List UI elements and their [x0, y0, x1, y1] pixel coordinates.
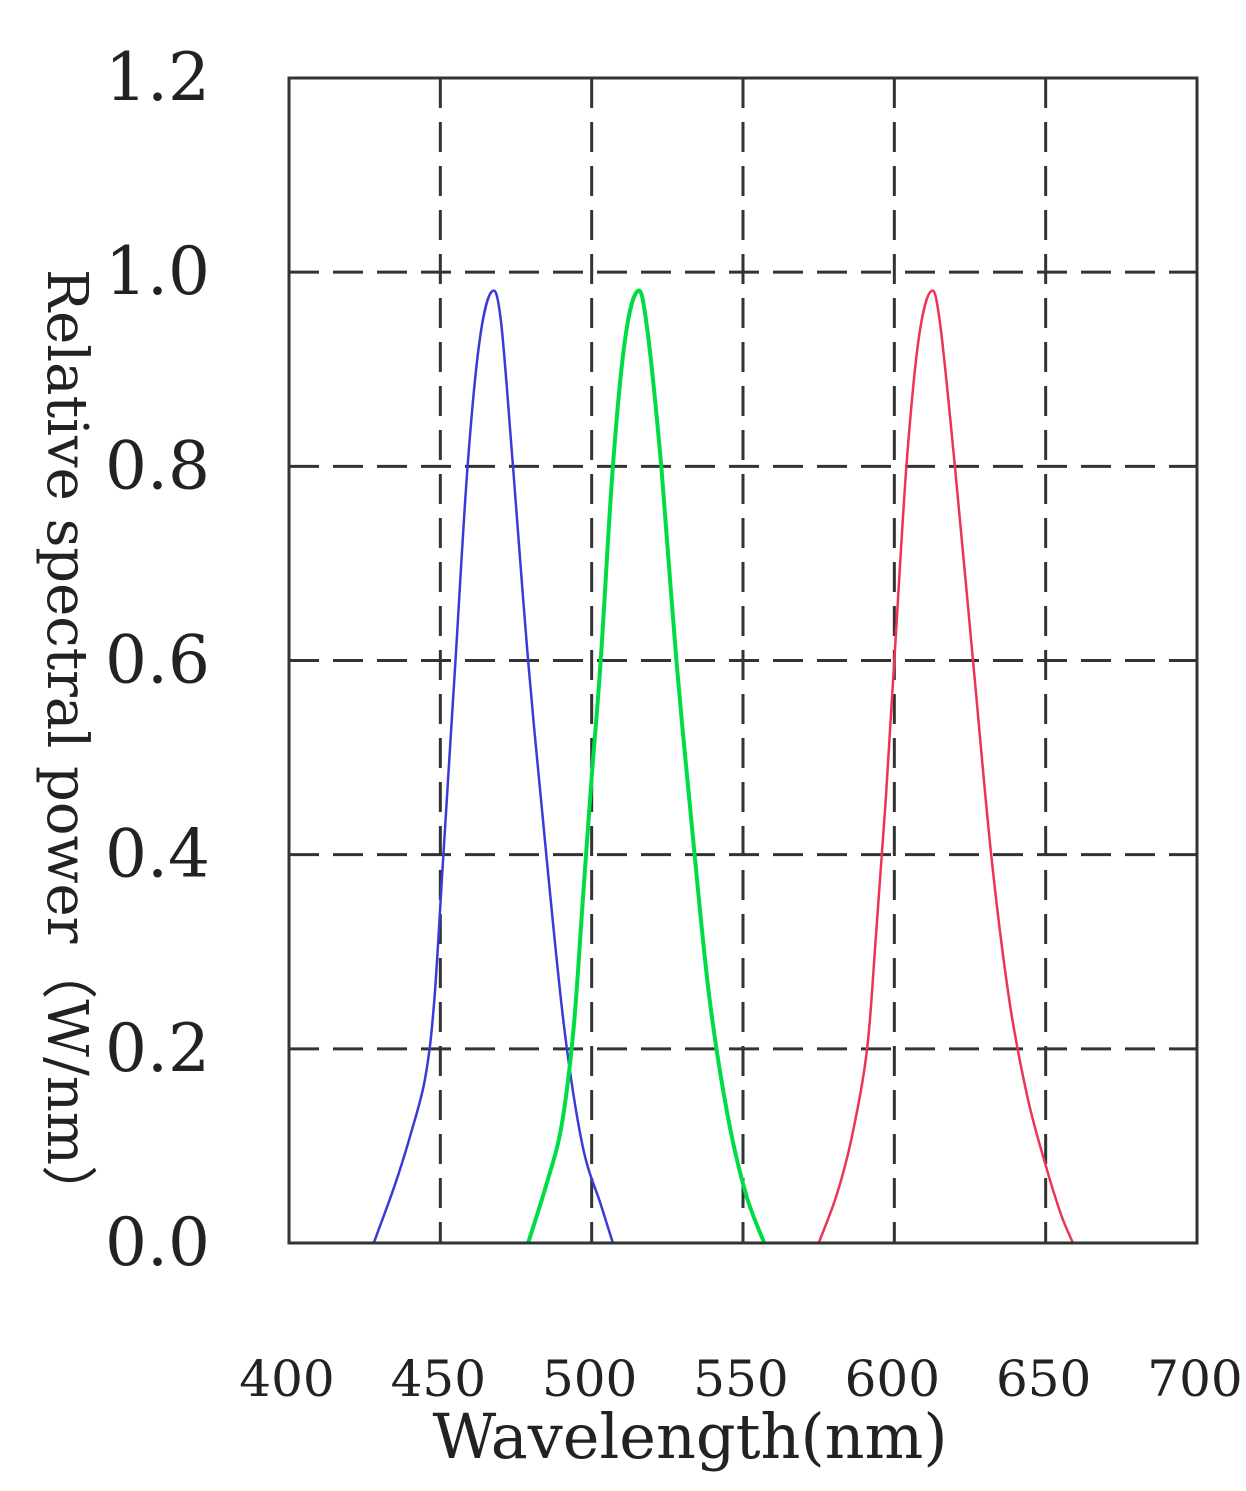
- y-tick-label: 0.0: [105, 1204, 210, 1281]
- y-tick-label: 0.2: [105, 1010, 210, 1087]
- series-line: [817, 289, 1075, 1244]
- y-tick-label: 1.0: [105, 233, 210, 310]
- x-tick-label: 450: [391, 1350, 486, 1408]
- y-tick-label: 1.2: [105, 39, 210, 116]
- x-tick-label: 700: [1147, 1350, 1242, 1408]
- x-axis-label: Wavelength(nm): [432, 1400, 947, 1473]
- plot-frame: [287, 76, 1199, 1245]
- y-tick-label: 0.4: [105, 816, 210, 893]
- y-tick-label: 0.6: [105, 622, 210, 699]
- y-tick-label: 0.8: [105, 427, 210, 504]
- x-tick-label: 400: [239, 1350, 334, 1408]
- series-lines: [372, 288, 1075, 1244]
- x-tick-labels: 400 450 500 550 600 650 700: [239, 1350, 1242, 1408]
- series-line: [526, 288, 767, 1244]
- x-tick-label: 650: [996, 1350, 1091, 1408]
- y-axis-label: Relative spectral power（W/nm）: [34, 269, 99, 1221]
- grid-lines: [289, 78, 1197, 1243]
- x-tick-label: 600: [845, 1350, 940, 1408]
- x-tick-label: 500: [542, 1350, 637, 1408]
- x-tick-label: 550: [693, 1350, 788, 1408]
- y-tick-labels: 0.0 0.2 0.4 0.6 0.8 1.0 1.2: [105, 39, 210, 1281]
- series-line: [372, 289, 615, 1244]
